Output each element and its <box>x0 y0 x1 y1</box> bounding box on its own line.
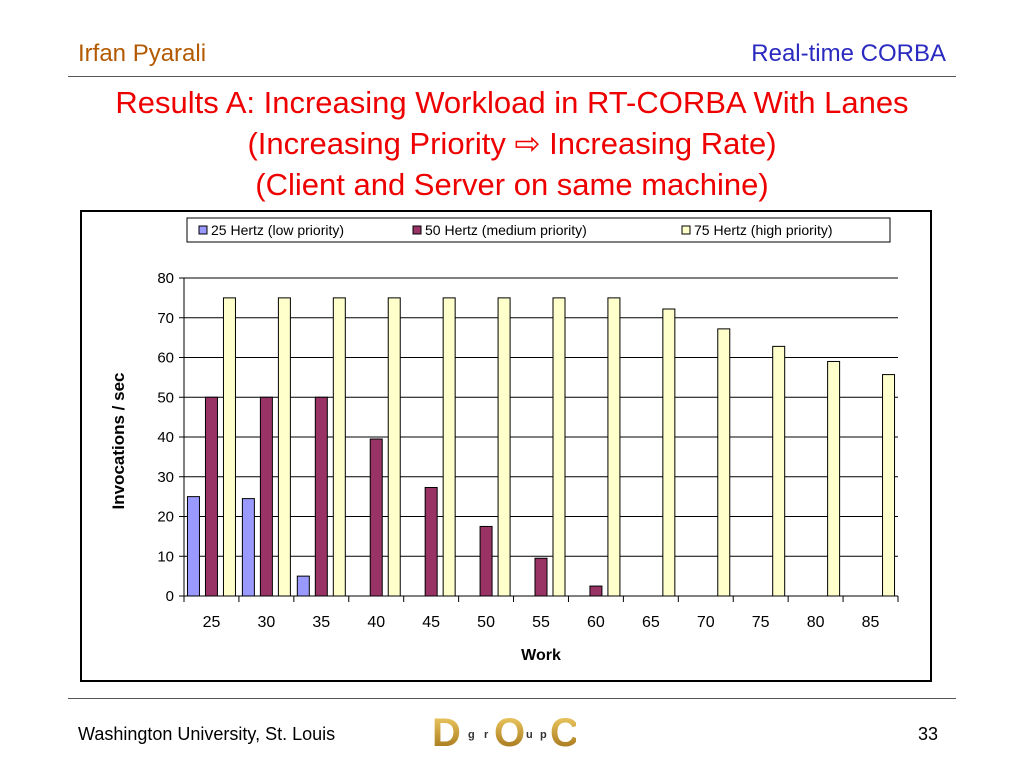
x-tick-label-55: 55 <box>532 614 550 631</box>
bar-s3-65 <box>662 308 676 597</box>
x-tick-label-45: 45 <box>422 614 440 631</box>
bar-s3-40 <box>387 297 401 597</box>
footer-divider <box>68 698 956 699</box>
bar-s3-55 <box>552 297 566 597</box>
y-axis-title: Invocations / sec <box>109 373 128 510</box>
bar-s3-60 <box>607 297 621 597</box>
y-tick-label-0: 0 <box>166 588 174 605</box>
legend-label-2: 50 Hertz (medium priority) <box>425 222 587 238</box>
author-name: Irfan Pyarali <box>78 40 207 67</box>
logo-letter-r: r <box>484 729 489 741</box>
logo-letter-u: u <box>526 729 533 741</box>
bar-s3-75 <box>772 345 786 597</box>
bar-s1-25 <box>186 496 200 597</box>
x-tick-label-35: 35 <box>312 614 330 631</box>
bar-s3-30 <box>277 297 291 597</box>
slide-title-line-3: (Client and Server on same machine) <box>255 167 769 202</box>
bar-s2-35 <box>314 396 328 597</box>
y-tick-label-30: 30 <box>157 469 174 486</box>
x-tick-label-85: 85 <box>862 614 880 631</box>
y-tick-label-70: 70 <box>157 310 174 327</box>
bar-s2-25 <box>204 396 218 597</box>
slide-title-line-1: Results A: Increasing Workload in RT-COR… <box>115 85 909 120</box>
bar-s2-60 <box>589 585 603 597</box>
bar-s3-80 <box>827 360 841 597</box>
slide-title: Results A: Increasing Workload in RT-COR… <box>0 82 1024 205</box>
legend-label-1: 25 Hertz (low priority) <box>211 222 344 238</box>
x-tick-label-25: 25 <box>203 614 221 631</box>
slide-title-line-2: (Increasing Priority ⇨ Increasing Rate) <box>247 126 777 161</box>
bar-s2-50 <box>479 525 493 597</box>
chart-legend <box>186 217 891 243</box>
logo-letter-d: D <box>432 711 461 754</box>
x-tick-label-30: 30 <box>257 614 275 631</box>
x-tick-label-60: 60 <box>587 614 605 631</box>
bar-s3-50 <box>497 297 511 597</box>
y-tick-label-60: 60 <box>157 350 174 367</box>
bar-chart: 25 Hertz (low priority) 50 Hertz (medium … <box>109 217 899 664</box>
logo-letter-c: C <box>550 711 576 754</box>
x-tick-label-70: 70 <box>697 614 715 631</box>
bar-s2-45 <box>424 486 438 597</box>
logo-letter-o: O <box>494 711 525 754</box>
y-tick-label-20: 20 <box>157 509 174 526</box>
y-tick-label-50: 50 <box>157 389 174 406</box>
x-tick-label-65: 65 <box>642 614 660 631</box>
x-tick-label-75: 75 <box>752 614 770 631</box>
bar-s2-30 <box>259 396 273 597</box>
bar-s1-35 <box>296 575 310 597</box>
logo-letter-p: p <box>540 729 547 741</box>
page-number: 33 <box>917 724 938 744</box>
bar-s2-40 <box>369 438 383 597</box>
chart-frame: 25 Hertz (low priority) 50 Hertz (medium … <box>80 210 932 682</box>
y-tick-label-40: 40 <box>157 429 174 446</box>
legend-label-3: 75 Hertz (high priority) <box>694 222 833 238</box>
header-divider <box>68 76 956 77</box>
x-axis-title: Work <box>521 647 561 664</box>
y-tick-label-10: 10 <box>157 548 174 565</box>
x-tick-label-40: 40 <box>367 614 385 631</box>
legend-swatch-1 <box>198 225 208 235</box>
bar-s3-70 <box>717 328 731 597</box>
x-tick-label-80: 80 <box>807 614 825 631</box>
bar-s3-85 <box>882 374 896 597</box>
bar-s2-55 <box>534 557 548 597</box>
presentation-topic: Real-time CORBA <box>751 40 946 67</box>
doc-group-logo: D g r O u p C <box>432 711 576 754</box>
bar-s3-45 <box>442 297 456 597</box>
bar-s1-30 <box>241 498 255 597</box>
y-tick-label-80: 80 <box>157 270 174 287</box>
legend-swatch-2 <box>412 225 422 235</box>
bar-s3-25 <box>222 297 236 597</box>
logo-letter-g: g <box>468 729 475 741</box>
legend-swatch-3 <box>681 225 691 235</box>
x-tick-label-50: 50 <box>477 614 495 631</box>
institution-name: Washington University, St. Louis <box>78 724 336 744</box>
bar-s3-35 <box>332 297 346 597</box>
